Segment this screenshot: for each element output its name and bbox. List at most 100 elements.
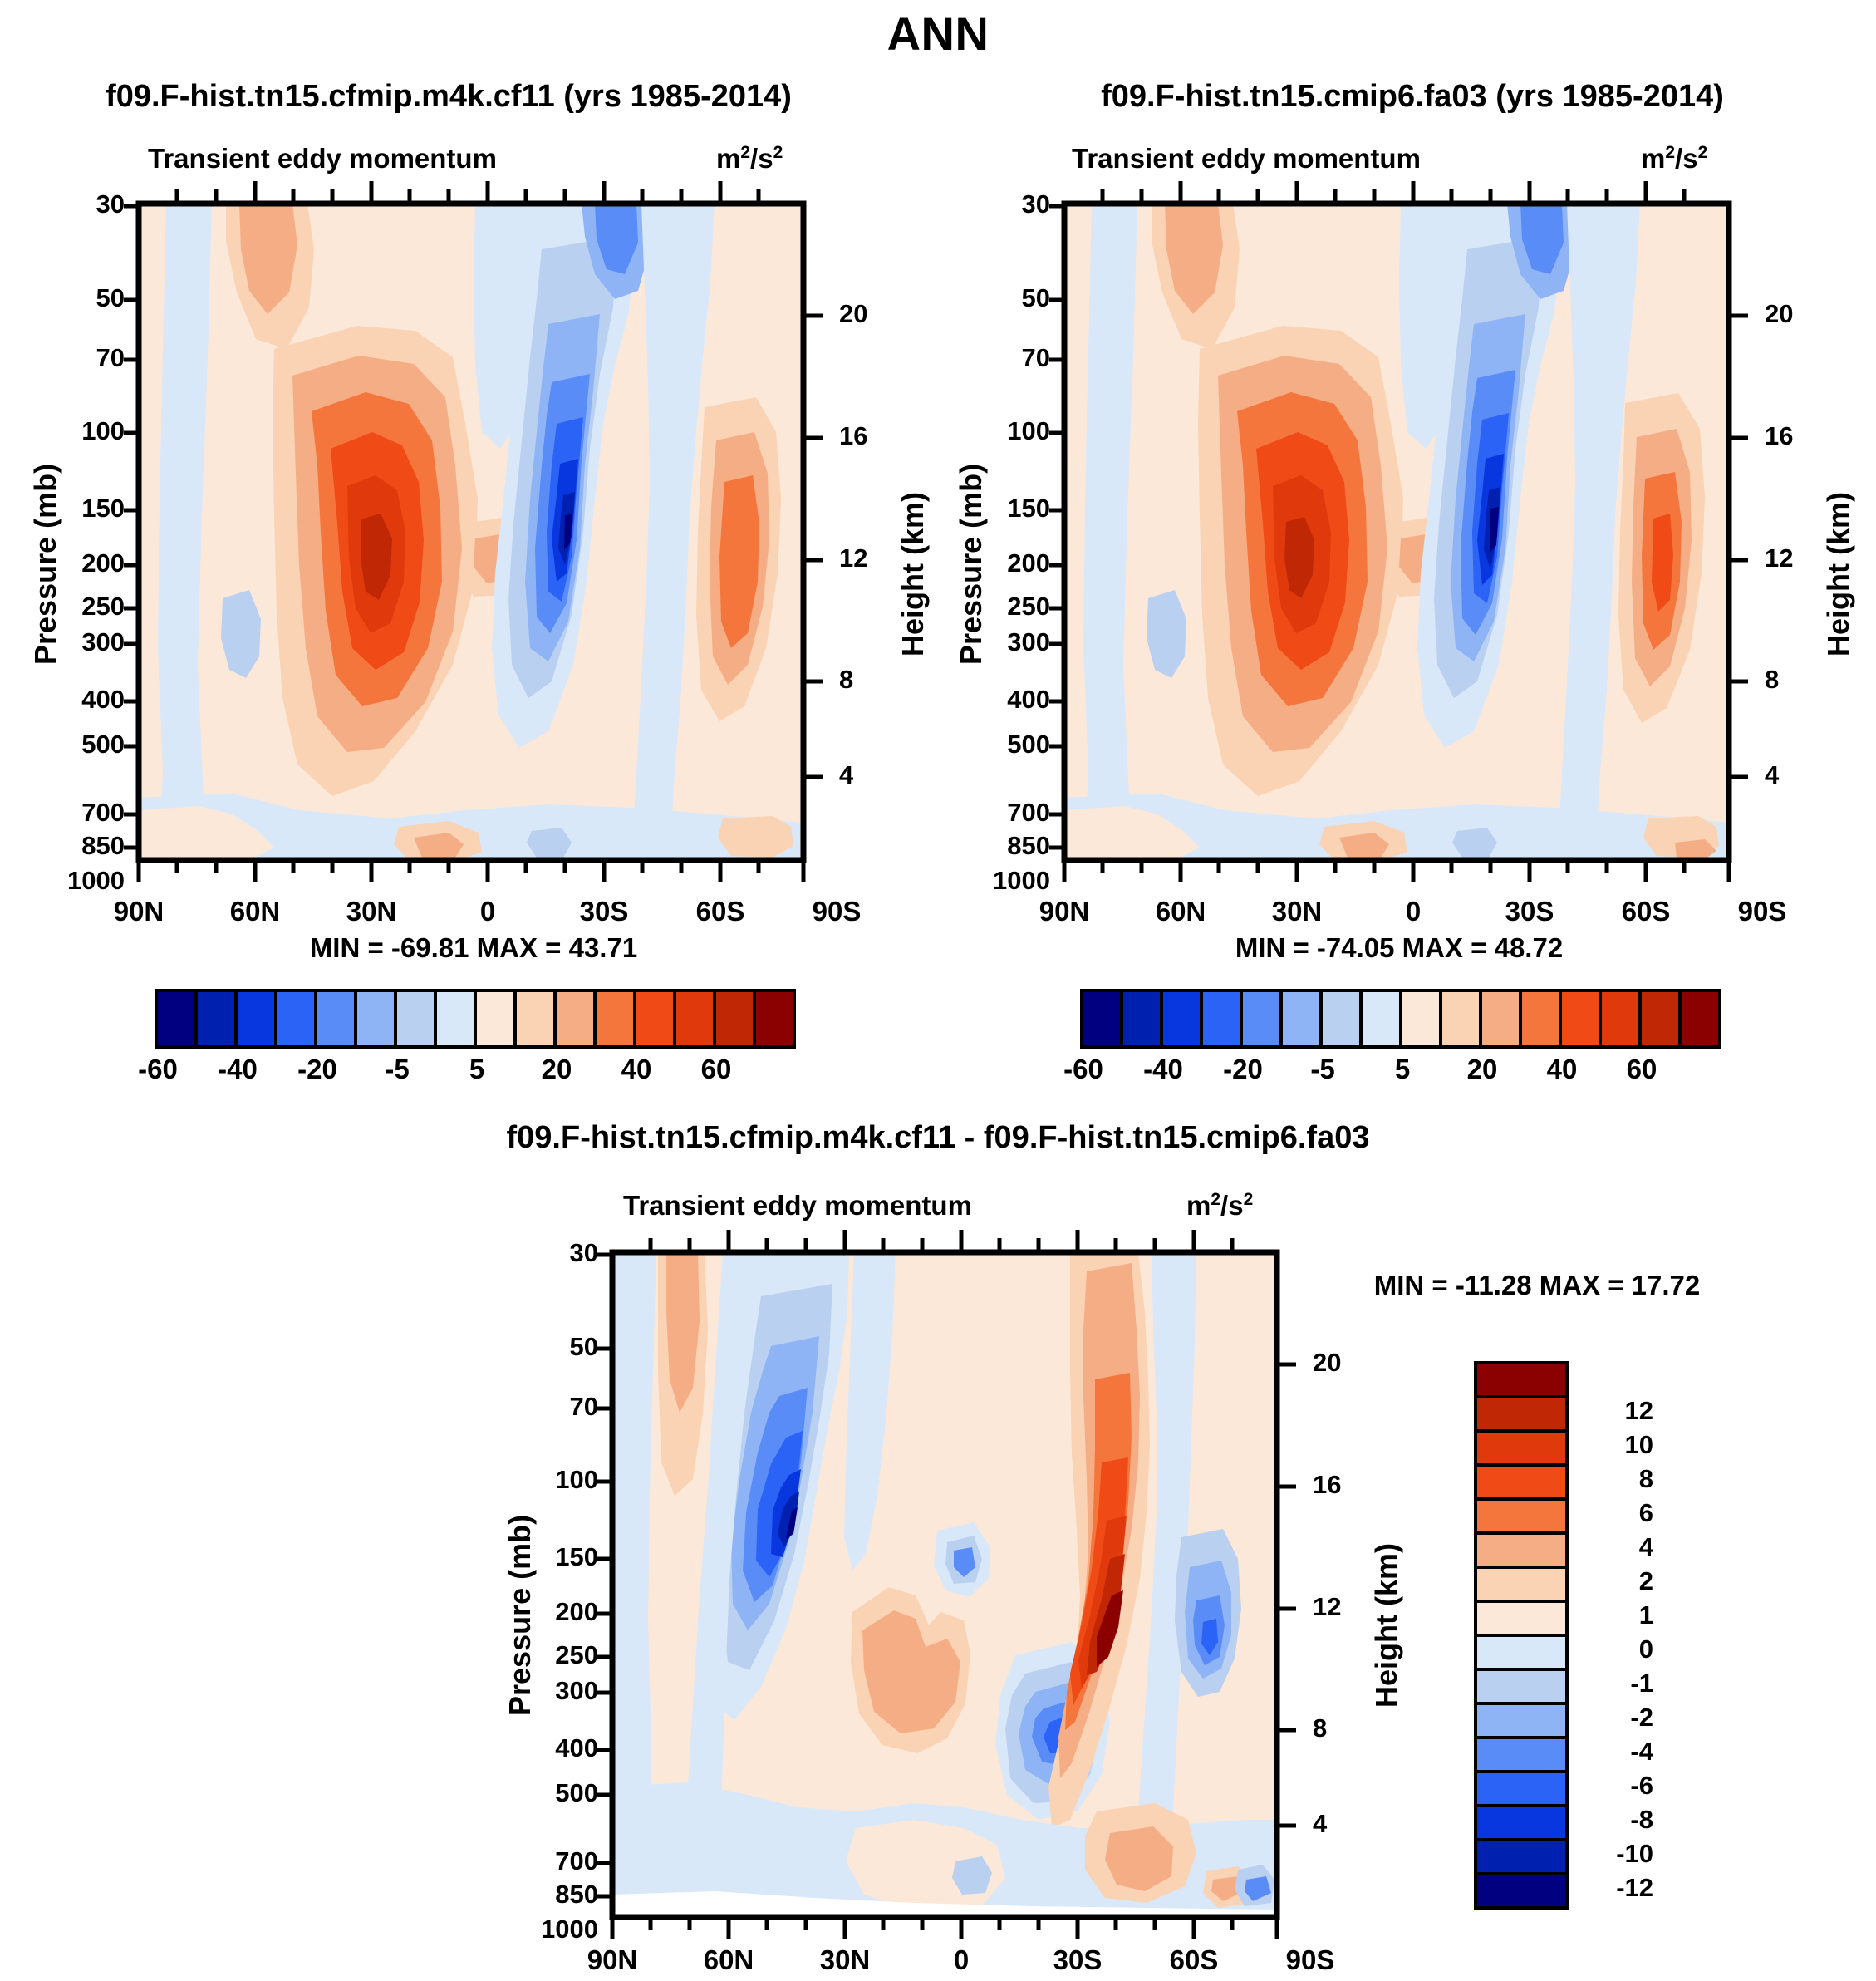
ytick-pressure: 1000 <box>993 866 1050 895</box>
cbar-tick-right: -40 <box>1143 1054 1183 1084</box>
ytick-height: 20 <box>1313 1348 1342 1377</box>
ytick-pressure: 500 <box>1007 730 1050 759</box>
plot-subtitle-left: Transient eddy momentum <box>148 143 497 174</box>
cbar-tick-left: 40 <box>621 1054 652 1084</box>
cbar-tick-diff: 8 <box>1638 1464 1653 1493</box>
plot-frame-right <box>1061 200 1732 863</box>
cbar-tick-left: 20 <box>541 1054 572 1084</box>
units-exp-den: 2 <box>1243 1190 1254 1209</box>
page-title: ANN <box>886 7 990 60</box>
ytick-height: 20 <box>839 299 868 328</box>
ytick-pressure: 200 <box>1007 548 1050 578</box>
cbar-tick-diff: -6 <box>1630 1771 1653 1800</box>
ytick-pressure: 30 <box>1021 189 1050 219</box>
ytick-pressure: 100 <box>1007 416 1050 445</box>
colorbar-swatch <box>1638 989 1682 1049</box>
minmax-diff: MIN = -11.28 MAX = 17.72 <box>1373 1270 1701 1300</box>
ytick-height: 12 <box>1313 1592 1342 1621</box>
colorbar-swatch <box>434 989 477 1049</box>
colorbar-swatch <box>1599 989 1642 1049</box>
colorbar-swatch <box>1279 989 1323 1049</box>
colorbar-swatch <box>1359 989 1402 1049</box>
xtick-lat: 90S <box>812 896 862 927</box>
colorbar-swatch <box>314 989 357 1049</box>
ytick-height: 4 <box>1765 760 1780 789</box>
cbar-tick-right: 60 <box>1626 1054 1657 1084</box>
colorbar-swatch <box>1678 989 1721 1049</box>
ytick-pressure: 100 <box>81 416 125 445</box>
ytick-pressure: 300 <box>81 627 125 656</box>
cbar-tick-diff: -4 <box>1630 1737 1653 1766</box>
ytick-pressure: 250 <box>555 1640 598 1669</box>
cbar-tick-left: -40 <box>218 1054 258 1084</box>
cbar-tick-diff: -2 <box>1630 1703 1653 1732</box>
ytick-height: 4 <box>839 760 854 789</box>
ytick-pressure: 400 <box>1007 685 1050 714</box>
cbar-tick-diff: 0 <box>1638 1634 1653 1664</box>
colorbar-swatch <box>1319 989 1363 1049</box>
cbar-tick-left: 60 <box>700 1054 732 1084</box>
colorbar-swatch <box>1474 1429 1569 1467</box>
colorbar-swatch <box>513 989 557 1049</box>
cbar-tick-left: -5 <box>385 1054 410 1084</box>
xtick-lat: 30S <box>1053 1944 1103 1975</box>
units-denom: /s <box>750 143 773 174</box>
ytick-pressure: 300 <box>555 1676 598 1705</box>
units-exp-num: 2 <box>1211 1190 1221 1209</box>
ytick-pressure: 100 <box>555 1465 598 1494</box>
ytick-height: 12 <box>839 543 868 573</box>
cbar-tick-right: 40 <box>1546 1054 1578 1084</box>
cbar-tick-diff: 12 <box>1624 1396 1653 1425</box>
cbar-tick-right: -20 <box>1223 1054 1263 1084</box>
ytick-pressure: 300 <box>1007 627 1050 656</box>
ytick-pressure: 250 <box>1007 592 1050 621</box>
ytick-pressure: 850 <box>555 1880 598 1909</box>
cbar-tick-diff: -1 <box>1630 1669 1653 1698</box>
xtick-lat: 60S <box>1621 896 1671 927</box>
plot-subtitle-right: Transient eddy momentum <box>1072 143 1421 174</box>
ytick-pressure: 500 <box>81 730 125 759</box>
axis-ticks-right <box>1049 181 1748 882</box>
ytick-pressure: 250 <box>81 592 125 621</box>
ytick-pressure: 50 <box>569 1332 598 1361</box>
ytick-height: 16 <box>839 421 868 450</box>
xtick-lat: 0 <box>953 1944 970 1975</box>
colorbar-swatch <box>753 989 796 1049</box>
xtick-lat: 60N <box>703 1944 754 1975</box>
panel-title-diff: f09.F-hist.tn15.cfmip.m4k.cf11 - f09.F-h… <box>506 1120 1370 1155</box>
ytick-height: 4 <box>1313 1809 1328 1838</box>
colorbar-swatch <box>553 989 597 1049</box>
units-base: m <box>1186 1190 1211 1221</box>
cbar-tick-diff: 10 <box>1624 1430 1653 1459</box>
xtick-lat: 60N <box>229 896 281 927</box>
colorbar-swatch <box>1474 1872 1569 1910</box>
cbar-tick-diff: -10 <box>1616 1839 1653 1868</box>
colorbar-swatch <box>633 989 676 1049</box>
cbar-tick-left: -20 <box>297 1054 337 1084</box>
ytick-pressure: 850 <box>81 831 125 860</box>
ytick-height: 8 <box>1765 665 1780 694</box>
plot-subtitle-diff: Transient eddy momentum <box>623 1190 972 1221</box>
cbar-tick-diff: -8 <box>1630 1805 1653 1834</box>
ytick-pressure: 700 <box>555 1846 598 1875</box>
colorbar-swatch <box>1474 1702 1569 1739</box>
colorbar-swatch <box>593 989 636 1049</box>
ytick-pressure: 150 <box>1007 494 1050 523</box>
contour-field-right <box>1064 204 1729 860</box>
ytick-pressure: 1000 <box>67 866 125 895</box>
panel-title-right: f09.F-hist.tn15.cmip6.fa03 (yrs 1985-201… <box>1101 79 1724 114</box>
colorbar-right <box>1080 989 1721 1049</box>
colorbar-swatch <box>1080 989 1123 1049</box>
colorbar-swatch <box>1240 989 1283 1049</box>
xtick-lat: 60N <box>1155 896 1206 927</box>
minmax-left: MIN = -69.81 MAX = 43.71 <box>309 932 638 963</box>
cbar-tick-right: -5 <box>1310 1054 1335 1084</box>
cbar-tick-left: -60 <box>138 1054 178 1084</box>
colorbar-swatch <box>234 989 277 1049</box>
colorbar-swatch <box>474 989 517 1049</box>
ytick-pressure: 200 <box>81 548 125 578</box>
ytick-pressure: 400 <box>81 685 125 714</box>
ytick-pressure: 150 <box>555 1542 598 1571</box>
xtick-lat: 90S <box>1737 896 1787 927</box>
